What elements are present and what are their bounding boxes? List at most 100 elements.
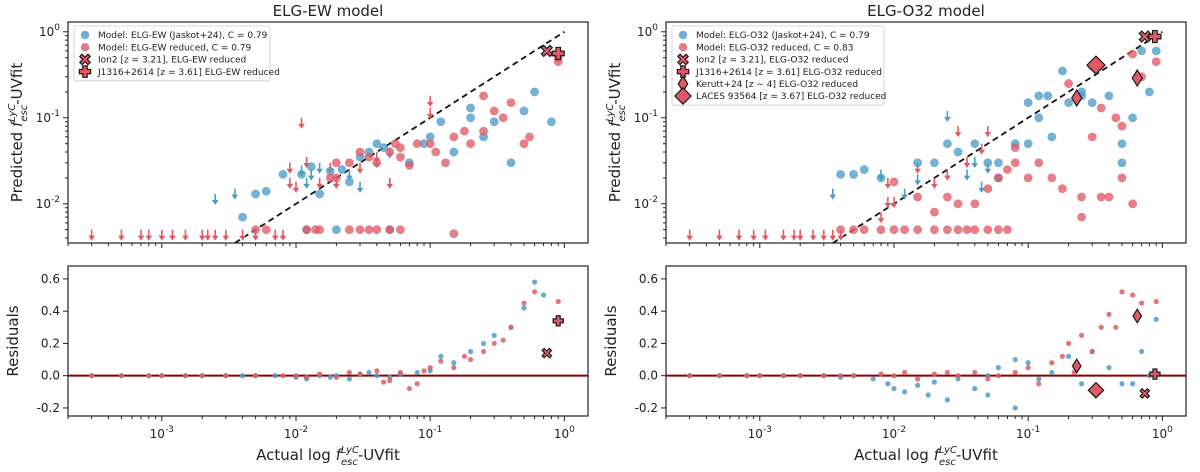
residual-point: [500, 337, 506, 343]
residual-point: [1049, 360, 1055, 366]
residual-point: [850, 373, 857, 379]
residual-point: [333, 374, 339, 380]
residual-point: [1065, 353, 1072, 359]
upper-limit-arrow-head: [944, 116, 951, 122]
data-point: [337, 165, 347, 174]
legend-label: J1316+2614 [z = 3.61] ELG-EW reduced: [97, 68, 280, 78]
residual-point: [931, 371, 937, 377]
residual-point: [1036, 376, 1042, 382]
residual-point: [239, 373, 246, 379]
data-point: [449, 229, 459, 239]
x-tick-label: 10-1: [1016, 425, 1040, 441]
data-point: [970, 225, 980, 235]
data-point: [1034, 113, 1044, 123]
special-point-x: [540, 44, 554, 58]
data-point: [498, 113, 508, 123]
residual-point: [1153, 298, 1159, 305]
upper-limit-arrow-head: [978, 149, 985, 155]
data-point: [983, 158, 993, 168]
residual-point: [1106, 365, 1112, 371]
data-point: [344, 177, 354, 187]
upper-limit-arrow-head: [931, 183, 938, 189]
upper-limit-arrow-head: [884, 183, 892, 189]
data-point: [546, 117, 556, 127]
residual-point: [870, 376, 876, 382]
data-point: [355, 225, 365, 235]
upper-limit-arrow-head: [356, 168, 364, 174]
special-point-diamond: [1131, 68, 1143, 88]
residual-point: [531, 279, 538, 285]
residual-point: [374, 373, 380, 379]
upper-limit-arrow-head: [829, 235, 837, 241]
upper-limit-arrow-head: [286, 183, 294, 189]
data-point: [1087, 98, 1097, 108]
residual-point: [1113, 324, 1119, 330]
data-point: [315, 225, 325, 235]
residual-point: [317, 371, 323, 377]
residual-point: [1025, 365, 1031, 371]
residual-special-x: [541, 347, 553, 359]
legend-box: [671, 25, 885, 106]
data-point: [372, 225, 382, 235]
residual-point: [531, 289, 538, 295]
data-point: [849, 225, 858, 235]
special-point-plus: [1148, 29, 1162, 44]
residual-y-ticks: -0.2 0.0 0.2 0.4 0.6: [635, 272, 666, 415]
main-frame: [67, 21, 589, 244]
residual-frame: [665, 265, 1187, 417]
residual-point: [915, 376, 921, 382]
data-point: [519, 106, 529, 116]
main-plot-area: [686, 29, 1163, 243]
y-tick-label: 10-1: [36, 109, 60, 125]
upper-limit-arrow-head: [796, 235, 804, 241]
data-point: [364, 225, 374, 235]
data-point: [1002, 225, 1012, 235]
data-point: [1002, 165, 1012, 174]
residual-point: [837, 373, 844, 379]
residual-point: [1153, 316, 1159, 322]
data-point: [436, 117, 446, 127]
residual-point: [797, 373, 803, 379]
data-point: [396, 152, 405, 162]
residual-point: [1012, 356, 1018, 363]
y-tick-label: -0.2: [635, 401, 658, 415]
data-point: [953, 225, 963, 235]
residual-point: [387, 377, 393, 384]
residual-point: [1059, 353, 1066, 359]
residual-point: [955, 373, 961, 379]
residual-point: [182, 373, 189, 379]
data-point: [344, 225, 354, 235]
legend-box: [73, 25, 271, 82]
data-point: [302, 225, 312, 235]
data-point: [431, 147, 441, 157]
y-tick-label: 0.6: [639, 272, 658, 286]
data-point: [466, 139, 475, 149]
data-point: [1043, 91, 1053, 101]
y-tick-label: 100: [637, 23, 658, 39]
legend-marker-x: [676, 53, 690, 66]
data-point: [913, 158, 923, 168]
upper-limit-arrow-head: [716, 235, 723, 241]
x-axis-label: Actual log fLyC esc-UVfit: [256, 445, 400, 468]
data-point: [251, 189, 260, 199]
data-point: [1117, 173, 1127, 183]
residual-point: [293, 373, 299, 379]
data-point: [1128, 199, 1137, 209]
data-point: [449, 132, 459, 142]
residual-point: [1106, 311, 1112, 317]
residual-point: [1078, 332, 1085, 338]
upper-limit-arrow-head: [279, 235, 287, 241]
upper-limit-arrow-head: [954, 132, 962, 138]
data-point: [1010, 158, 1020, 168]
upper-limit-arrow-head: [944, 175, 951, 181]
data-point: [489, 106, 499, 116]
data-point: [1151, 46, 1161, 56]
upper-limit-arrow-head: [88, 235, 95, 241]
residual-point: [972, 385, 978, 392]
residual-point: [1049, 369, 1055, 376]
legend-marker-circle: [678, 43, 688, 52]
residual-point: [421, 368, 427, 374]
upper-limit-arrow-head: [971, 163, 979, 169]
upper-limit-arrow-head: [984, 132, 992, 138]
